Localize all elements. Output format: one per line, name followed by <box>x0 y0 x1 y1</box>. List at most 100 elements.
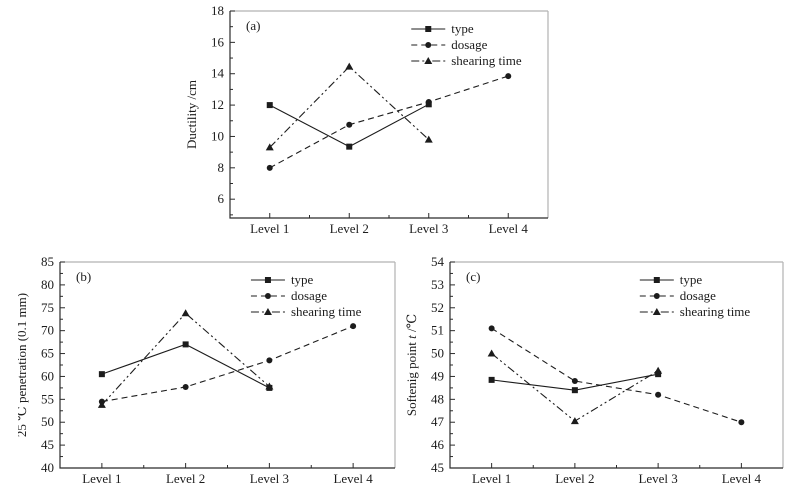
circle-marker-icon <box>266 357 273 364</box>
legend-item: type <box>250 272 314 287</box>
circle-marker-icon <box>266 164 273 171</box>
triangle-marker-icon <box>654 366 663 374</box>
x-tick-label: Level 4 <box>489 221 529 236</box>
circle-marker-icon <box>346 121 353 128</box>
legend-label: type <box>291 272 314 287</box>
triangle-marker-icon <box>265 143 274 151</box>
series-line <box>269 65 430 148</box>
series-line <box>491 327 742 423</box>
y-tick-label: 18 <box>211 3 224 18</box>
x-tick-label: Level 2 <box>166 471 205 486</box>
legend-label: dosage <box>451 37 487 52</box>
legend-label: dosage <box>291 288 327 303</box>
legend-label: shearing time <box>451 53 522 68</box>
legend-item: shearing time <box>639 304 751 319</box>
triangle-marker-icon <box>97 400 106 408</box>
y-tick-label: 50 <box>431 346 444 361</box>
x-tick-label: Level 4 <box>333 471 373 486</box>
circle-marker-icon <box>425 42 432 48</box>
x-tick-label: Level 1 <box>250 221 289 236</box>
circle-marker-icon <box>182 383 189 390</box>
legend-label: type <box>680 272 703 287</box>
series-type <box>98 341 273 391</box>
panel-label: (c) <box>466 269 480 284</box>
y-tick-label: 46 <box>431 437 445 452</box>
triangle-marker-icon <box>345 62 354 70</box>
x-tick-label: Level 2 <box>555 471 594 486</box>
y-tick-label: 40 <box>41 460 54 475</box>
circle-marker-icon <box>425 98 432 105</box>
square-marker-icon <box>653 277 660 283</box>
triangle-marker-icon <box>570 417 579 425</box>
plot-top-right-spine <box>60 261 396 468</box>
triangle-marker-icon <box>181 309 190 317</box>
plot-top-right-spine <box>230 10 549 218</box>
series-line <box>101 343 270 389</box>
y-tick-label: 10 <box>211 128 224 143</box>
panel-a-chart: 6 8 10 12 14 16 18 Level 1 Level 2 Level 3 Level 4… <box>184 3 549 236</box>
legend-item: dosage <box>639 288 716 303</box>
y-axis-label: Ductility /cm <box>184 80 199 149</box>
y-axis-label: Softenig point t /℃ <box>404 314 419 416</box>
square-marker-icon <box>266 102 273 109</box>
circle-marker-icon <box>653 293 660 299</box>
panel-c-chart: 45 46 47 48 49 50 51 52 53 54 Level 1 Level 2 Level … <box>404 254 784 486</box>
series-line <box>269 75 509 169</box>
legend-label: dosage <box>680 288 716 303</box>
series-dosage <box>488 325 745 426</box>
x-tick-label: Level 3 <box>409 221 448 236</box>
series-shearing-time <box>487 349 663 425</box>
x-tick-label: Level 1 <box>472 471 511 486</box>
circle-marker-icon <box>571 378 578 385</box>
triangle-marker-icon <box>424 57 433 64</box>
panel-a: 6 8 10 12 14 16 18 Level 1 Level 2 Level 3 Level 4… <box>183 2 558 245</box>
legend-label: shearing time <box>680 304 751 319</box>
panel-label: (b) <box>76 269 91 284</box>
plot-axes <box>449 262 783 469</box>
triangle-marker-icon <box>265 382 274 390</box>
legend-label: type <box>451 21 474 36</box>
circle-marker-icon <box>738 419 745 426</box>
y-tick-label: 49 <box>431 368 444 383</box>
y-tick-label: 53 <box>431 277 444 292</box>
triangle-marker-icon <box>263 308 272 315</box>
y-tick-label: 65 <box>41 346 54 361</box>
legend-item: type <box>639 272 703 287</box>
square-marker-icon <box>571 387 578 394</box>
series-dosage <box>266 73 512 171</box>
y-tick-label: 60 <box>41 368 54 383</box>
x-tick-label: Level 2 <box>330 221 369 236</box>
square-marker-icon <box>346 143 353 150</box>
y-tick-label: 55 <box>41 391 54 406</box>
y-tick-label: 54 <box>431 254 445 269</box>
triangle-marker-icon <box>652 308 661 315</box>
panel-c: 45 46 47 48 49 50 51 52 53 54 Level 1 Level 2 Level … <box>400 252 785 495</box>
series-type <box>488 371 662 394</box>
panel-b-chart: 40 45 50 55 60 65 70 75 80 85 Level 1 Level 2 Level … <box>14 254 396 486</box>
circle-marker-icon <box>505 73 512 80</box>
legend-item: shearing time <box>411 53 522 68</box>
y-tick-label: 12 <box>211 97 224 112</box>
legend-label: shearing time <box>291 304 362 319</box>
y-tick-label: 6 <box>218 191 225 206</box>
square-marker-icon <box>488 376 495 383</box>
circle-marker-icon <box>488 325 495 332</box>
y-tick-label: 52 <box>431 300 444 315</box>
series-shearing-time <box>97 309 274 408</box>
series-dosage <box>98 323 357 405</box>
y-tick-label: 48 <box>431 391 444 406</box>
series-shearing-time <box>265 62 433 151</box>
y-tick-label: 85 <box>41 254 54 269</box>
y-tick-label: 70 <box>41 323 54 338</box>
square-marker-icon <box>425 26 432 32</box>
plot-axes <box>229 11 548 219</box>
y-tick-label: 50 <box>41 414 54 429</box>
y-tick-label: 16 <box>211 34 225 49</box>
circle-marker-icon <box>655 391 662 398</box>
legend-item: dosage <box>411 37 488 52</box>
square-marker-icon <box>655 371 662 378</box>
series-line <box>101 325 354 403</box>
y-tick-label: 80 <box>41 277 54 292</box>
